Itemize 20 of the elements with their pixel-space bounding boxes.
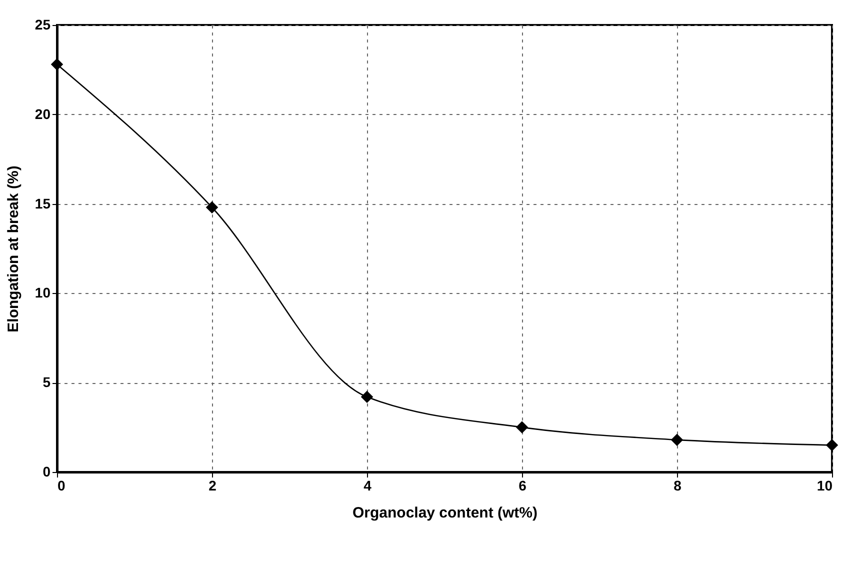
point: [360, 390, 374, 404]
point: [206, 201, 218, 214]
x-tick-label: 10: [816, 478, 833, 494]
y-tick-label: 15: [34, 195, 51, 212]
y-tick-label: 10: [34, 284, 51, 301]
x-tick-label: 6: [518, 478, 527, 494]
point: [50, 58, 64, 70]
y-axis-title: Elongation at break (%): [4, 166, 22, 332]
point: [516, 421, 528, 434]
point: [826, 439, 838, 452]
point: [670, 434, 684, 446]
x-tick-label: 4: [364, 478, 372, 494]
x-tick-label: 8: [674, 478, 682, 494]
x-tick-label: 0: [58, 478, 66, 494]
y-tick-label: 25: [34, 16, 51, 32]
x-axis-title: Organoclay content (wt%): [352, 504, 538, 522]
x-tick-label: 2: [208, 478, 217, 494]
y-tick-label: 0: [42, 464, 51, 480]
y-tick-label: 5: [42, 374, 51, 390]
y-tick-label: 20: [34, 106, 51, 122]
